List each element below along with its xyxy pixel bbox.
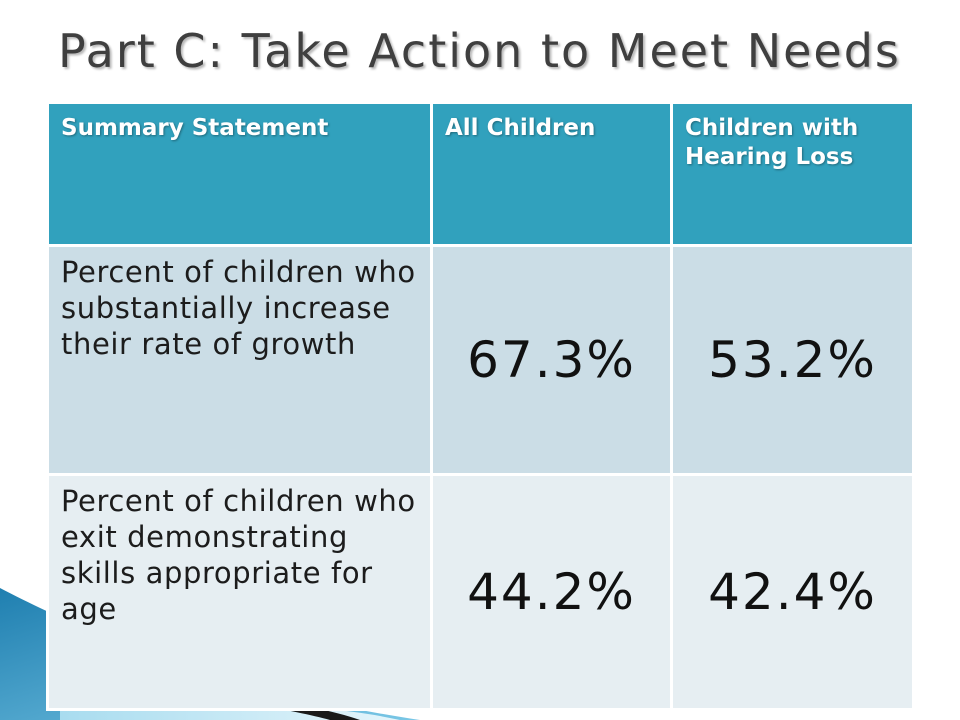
all-children-value: 44.2%	[430, 473, 673, 711]
table-row: Percent of children who substantially in…	[46, 244, 915, 476]
table-header-row: Summary Statement All Children Children …	[46, 101, 915, 247]
slide-title: Part C: Take Action to Meet Needs	[58, 24, 901, 78]
column-header-children-hearing-loss: Children with Hearing Loss	[670, 101, 915, 247]
hearing-loss-value: 53.2%	[670, 244, 915, 476]
table-row: Percent of children who exit demonstrati…	[46, 473, 915, 711]
summary-statement-cell: Percent of children who exit demonstrati…	[46, 473, 433, 711]
column-header-all-children: All Children	[430, 101, 673, 247]
summary-statement-cell: Percent of children who substantially in…	[46, 244, 433, 476]
all-children-value: 67.3%	[430, 244, 673, 476]
summary-table: Summary Statement All Children Children …	[46, 101, 915, 711]
column-header-summary-statement: Summary Statement	[46, 101, 433, 247]
hearing-loss-value: 42.4%	[670, 473, 915, 711]
